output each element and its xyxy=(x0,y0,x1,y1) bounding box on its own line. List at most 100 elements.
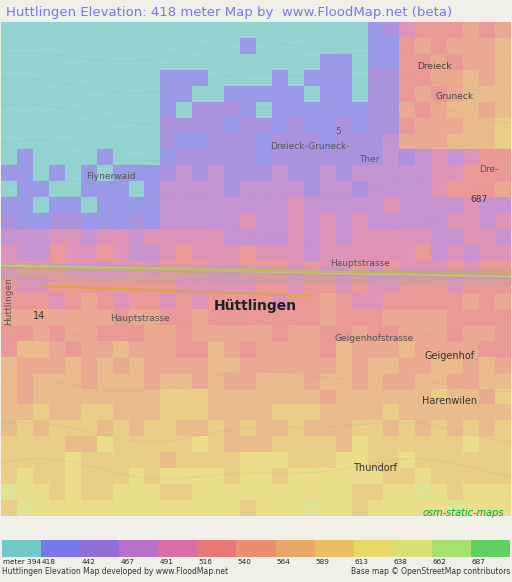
Text: 638: 638 xyxy=(394,559,408,565)
Text: 540: 540 xyxy=(238,559,251,565)
Bar xyxy=(431,340,447,357)
Bar xyxy=(415,213,431,229)
Bar xyxy=(192,452,208,469)
Bar xyxy=(192,70,208,86)
Bar xyxy=(383,213,399,229)
Bar xyxy=(256,404,272,420)
Bar xyxy=(368,420,383,436)
Bar xyxy=(463,309,479,325)
Bar xyxy=(368,133,383,150)
Bar xyxy=(33,38,49,54)
Bar xyxy=(495,197,511,213)
Bar xyxy=(97,245,113,261)
Bar xyxy=(49,357,65,372)
Bar xyxy=(33,469,49,484)
Bar xyxy=(144,469,160,484)
Bar xyxy=(383,102,399,118)
Bar xyxy=(33,229,49,245)
Bar xyxy=(447,404,463,420)
Bar xyxy=(192,102,208,118)
Bar xyxy=(272,102,288,118)
Bar xyxy=(352,436,368,452)
Bar xyxy=(49,340,65,357)
Bar xyxy=(320,213,336,229)
Bar xyxy=(431,118,447,133)
Bar xyxy=(144,86,160,102)
Bar xyxy=(208,452,224,469)
Bar xyxy=(352,54,368,70)
Bar xyxy=(144,165,160,182)
Bar xyxy=(272,150,288,165)
Bar xyxy=(432,540,471,557)
Bar xyxy=(129,389,144,404)
Bar xyxy=(495,469,511,484)
Bar xyxy=(463,484,479,500)
Bar xyxy=(65,340,81,357)
Text: Dreieck: Dreieck xyxy=(417,62,452,72)
Bar xyxy=(320,293,336,309)
Bar xyxy=(352,229,368,245)
Bar xyxy=(272,38,288,54)
Bar xyxy=(97,38,113,54)
Bar xyxy=(415,404,431,420)
Bar xyxy=(129,70,144,86)
Bar xyxy=(479,325,495,340)
Bar xyxy=(447,22,463,38)
Bar xyxy=(192,404,208,420)
Bar xyxy=(304,70,320,86)
Bar xyxy=(288,436,304,452)
Bar xyxy=(352,404,368,420)
Bar xyxy=(113,452,129,469)
Bar xyxy=(97,213,113,229)
Bar xyxy=(447,469,463,484)
Bar xyxy=(288,325,304,340)
Bar xyxy=(49,54,65,70)
Bar xyxy=(336,102,352,118)
Bar xyxy=(304,182,320,197)
Bar xyxy=(447,500,463,516)
Bar xyxy=(352,469,368,484)
Bar xyxy=(113,118,129,133)
Bar xyxy=(81,70,97,86)
Bar xyxy=(383,293,399,309)
Bar xyxy=(320,70,336,86)
Bar xyxy=(336,293,352,309)
Bar xyxy=(368,484,383,500)
Bar xyxy=(495,436,511,452)
Bar xyxy=(129,469,144,484)
Bar xyxy=(224,389,240,404)
Bar xyxy=(463,340,479,357)
Bar xyxy=(97,102,113,118)
Bar xyxy=(33,372,49,389)
Bar xyxy=(272,404,288,420)
Bar xyxy=(431,70,447,86)
Bar xyxy=(192,500,208,516)
Bar xyxy=(288,118,304,133)
Bar xyxy=(49,436,65,452)
Bar xyxy=(304,484,320,500)
Text: 516: 516 xyxy=(198,559,212,565)
Bar xyxy=(17,213,33,229)
Bar xyxy=(495,293,511,309)
Bar xyxy=(304,469,320,484)
Bar xyxy=(208,484,224,500)
Bar xyxy=(320,277,336,293)
Bar xyxy=(97,229,113,245)
Bar xyxy=(256,229,272,245)
Bar xyxy=(352,133,368,150)
Bar xyxy=(495,86,511,102)
Bar xyxy=(304,38,320,54)
Bar xyxy=(192,86,208,102)
Bar xyxy=(208,436,224,452)
Text: Base map © OpenStreetMap contributors: Base map © OpenStreetMap contributors xyxy=(351,567,510,577)
Bar xyxy=(97,500,113,516)
Bar xyxy=(336,182,352,197)
Bar xyxy=(368,245,383,261)
Bar xyxy=(463,38,479,54)
Bar xyxy=(97,357,113,372)
Bar xyxy=(65,293,81,309)
Bar xyxy=(447,54,463,70)
Bar xyxy=(415,118,431,133)
Bar xyxy=(1,420,17,436)
Bar xyxy=(240,213,256,229)
